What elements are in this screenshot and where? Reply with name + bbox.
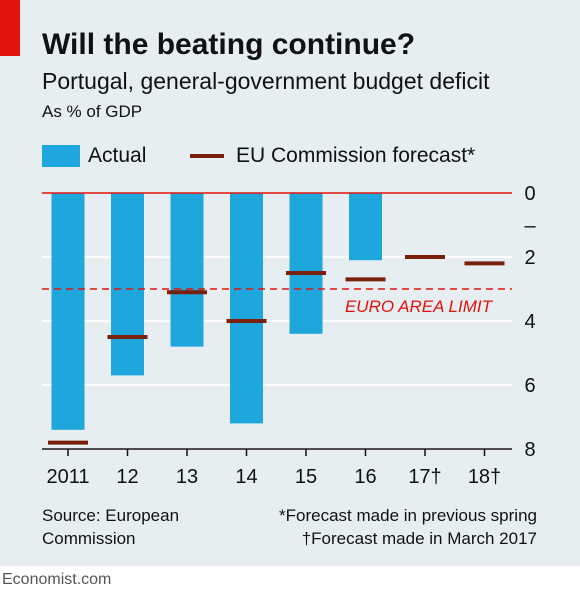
chart-title: Will the beating continue?	[42, 28, 416, 61]
x-tick-label: 15	[295, 466, 317, 488]
chart-subtitle: Portugal, general-government budget defi…	[42, 68, 490, 94]
legend-actual: Actual	[42, 141, 146, 171]
forecast-footnote: *Forecast made in previous spring	[279, 506, 537, 525]
actual-bar	[230, 193, 263, 424]
y-tick-label: 0	[524, 183, 535, 205]
euro-area-limit-label: EURO AREA LIMIT	[345, 297, 494, 316]
y-tick-label: 4	[524, 311, 535, 333]
brand-red-tab	[0, 0, 20, 56]
actual-bar	[51, 193, 85, 430]
actual-bar	[349, 193, 382, 261]
actual-bar	[289, 193, 323, 334]
legend-forecast-label: EU Commission forecast*	[236, 144, 476, 167]
footnotes: *Forecast made in previous spring †Forec…	[279, 504, 537, 550]
x-tick-label: 18†	[468, 466, 501, 488]
legend-actual-label: Actual	[88, 144, 147, 167]
legend-forecast: EU Commission forecast*	[190, 141, 475, 171]
y-tick-label: –	[524, 215, 536, 237]
x-tick-label: 14	[235, 466, 257, 488]
chart-plot: 0 – 2 4 6 8 2011 12 13 14 15 16 17† 18† EURO AREA LIMI…	[42, 183, 536, 488]
y-tick-label: 6	[524, 375, 535, 397]
x-tick-label: 17†	[408, 466, 441, 488]
x-tick-label: 2011	[46, 466, 89, 488]
dagger-footnote: †Forecast made in March 2017	[301, 529, 537, 548]
actual-bar	[170, 193, 204, 347]
actual-bar	[111, 193, 144, 376]
source-note: Source: European Commission	[42, 506, 180, 548]
x-tick-label: 13	[176, 466, 198, 488]
y-tick-label: 8	[524, 439, 535, 461]
legend-forecast-swatch	[190, 154, 224, 158]
y-tick-label: 2	[524, 247, 535, 269]
publisher-footer: Economist.com	[2, 571, 112, 588]
x-tick-label: 16	[354, 466, 376, 488]
x-tick-label: 12	[116, 466, 138, 488]
legend-actual-swatch	[42, 145, 80, 167]
chart-unit: As % of GDP	[42, 102, 143, 121]
